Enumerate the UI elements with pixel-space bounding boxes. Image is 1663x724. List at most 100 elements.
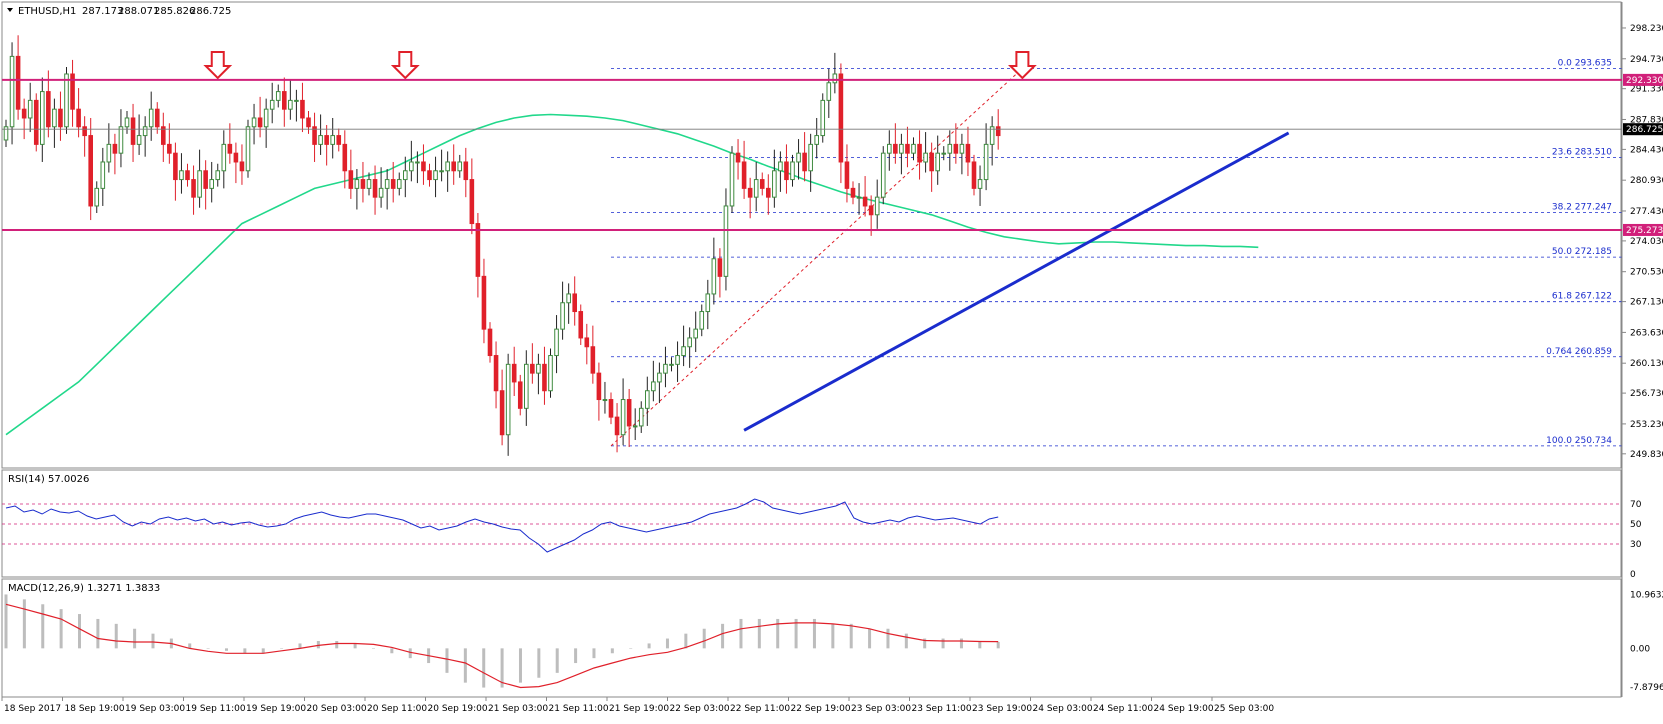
candle-body [542, 363, 547, 392]
candle-body [638, 407, 644, 427]
candle-body [46, 91, 51, 128]
candle-body [554, 328, 559, 357]
candle-body [808, 143, 813, 172]
candle-body [530, 363, 535, 374]
candle-body [312, 126, 317, 145]
macd-histogram-bar [555, 648, 559, 673]
candle-body [433, 170, 438, 181]
candle-body [778, 161, 783, 172]
candle-body [487, 328, 493, 357]
candle-body [753, 179, 759, 198]
candle-body [675, 355, 680, 365]
time-tick-label: 21 Sep 19:00 [609, 704, 669, 714]
candle-body [717, 258, 723, 277]
candle-body [378, 187, 384, 198]
candle-body [693, 328, 699, 339]
price-panel [1, 1, 1622, 469]
candle-body [723, 205, 729, 277]
candle-body [445, 161, 450, 172]
candle-body [76, 108, 81, 128]
candle-body [245, 126, 251, 172]
candle-body [161, 126, 166, 145]
candle-body [221, 143, 227, 172]
candle-body [596, 372, 602, 401]
candle-body [657, 372, 662, 383]
macd-histogram-bar [22, 599, 26, 649]
rsi-tick-label: 70 [1630, 500, 1642, 510]
candle-body [239, 161, 245, 172]
candle-body [614, 416, 620, 436]
candle-body [269, 99, 275, 110]
candle-body [203, 170, 208, 189]
candle-body [21, 108, 27, 119]
ohlc-open: 287.173 [82, 6, 123, 17]
macd-histogram-bar [831, 623, 835, 649]
candle-body [366, 179, 372, 189]
candle-body [173, 152, 178, 181]
candle-body [463, 161, 469, 181]
macd-tick-label: 0.00 [1630, 644, 1650, 654]
candle-body [590, 346, 596, 374]
candle-body [52, 108, 57, 128]
candle-body [112, 143, 118, 154]
current-price-tag [1623, 123, 1663, 136]
price-tick-label: 263.630 [1630, 328, 1663, 338]
macd-histogram-bar [757, 618, 761, 649]
candle-body [548, 355, 553, 392]
candle-body [862, 196, 868, 207]
candle-body [15, 55, 21, 110]
candle-body [469, 179, 475, 225]
candle-body [651, 381, 656, 392]
time-tick-label: 19 Sep 19:00 [246, 704, 306, 714]
macd-histogram-bar [463, 648, 467, 683]
macd-histogram-bar [610, 648, 614, 654]
candle-body [536, 363, 541, 374]
symbol-triangle-icon[interactable] [7, 8, 13, 12]
macd-histogram-bar [849, 623, 853, 649]
candle-body [451, 161, 456, 172]
time-tick-label: 21 Sep 03:00 [488, 704, 548, 714]
macd-label: MACD(12,26,9) 1.3271 1.3833 [8, 583, 160, 594]
candle-body [403, 170, 408, 181]
macd-panel [1, 578, 1622, 698]
rsi-panel [1, 469, 1622, 578]
candle-body [227, 143, 233, 154]
macd-histogram-bar [500, 648, 504, 688]
candle-body [735, 152, 741, 163]
candle-body [796, 152, 801, 163]
candle-body [179, 170, 184, 181]
candle-body [711, 258, 717, 295]
down-arrow-icon [390, 51, 420, 80]
rsi-line [5, 498, 999, 553]
candle-body [294, 99, 299, 102]
macd-histogram-bar [151, 633, 155, 649]
macd-histogram-bar [243, 648, 247, 654]
candle-body [499, 390, 505, 436]
candle-body [306, 117, 311, 128]
candle-body [233, 152, 239, 163]
candle-body [880, 152, 886, 198]
candle-body [699, 311, 705, 330]
candle-body [457, 161, 463, 172]
macd-histogram-bar [794, 618, 798, 649]
candle-body [124, 117, 130, 128]
candle-body [971, 161, 977, 189]
candle-body [27, 99, 33, 119]
candle-body [318, 135, 323, 145]
candle-body [566, 293, 571, 304]
price-tag [1623, 73, 1663, 86]
candle-body [100, 161, 106, 189]
macd-histogram-bar [335, 641, 339, 649]
candle-body [874, 196, 880, 216]
macd-histogram-bar [537, 648, 541, 678]
fib-level-label: 100.0 250.734 [1546, 436, 1612, 446]
candle-body [3, 126, 9, 141]
macd-histogram-bar [188, 643, 192, 649]
candle-body [989, 126, 995, 145]
macd-histogram-bar [886, 628, 890, 649]
rsi-tick-label: 0 [1630, 570, 1636, 580]
macd-tick-label: 10.9632 [1630, 591, 1663, 601]
down-arrow-icon [1007, 51, 1037, 80]
macd-histogram-bar [390, 648, 394, 654]
